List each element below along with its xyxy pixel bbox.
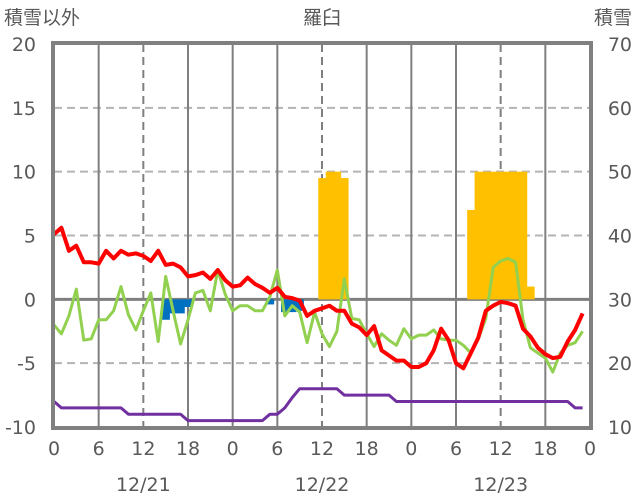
chart-title: 羅臼 (303, 7, 341, 29)
date-label: 12/21 (116, 474, 171, 496)
lines (52, 225, 585, 423)
x-tick: 6 (271, 438, 283, 460)
x-tick: 12 (131, 438, 155, 460)
yellow-bar (340, 178, 349, 300)
blue-bar (281, 299, 289, 313)
yellow-bar (467, 209, 476, 300)
x-tick: 18 (533, 438, 557, 460)
x-tick: 0 (227, 438, 239, 460)
purple-series-line (53, 387, 583, 423)
yellow-bar (511, 171, 520, 300)
yellow-bar (482, 171, 490, 300)
x-tick: 12 (489, 438, 513, 460)
y-tick-right: 20 (608, 353, 632, 375)
x-tick: 6 (93, 438, 105, 460)
yellow-bar (474, 171, 483, 300)
blue-bar (161, 299, 170, 320)
y-tick-right: 50 (608, 162, 632, 184)
y-tick-right: 70 (608, 34, 632, 56)
y-tick-left: 20 (12, 34, 36, 56)
green-series-line (52, 257, 584, 374)
x-tick: 6 (450, 438, 462, 460)
x-tick: 12 (310, 438, 334, 460)
right-axis-title: 積雪 (594, 7, 632, 29)
bars (161, 171, 535, 320)
yellow-bar (489, 171, 498, 300)
y-tick-left: -10 (5, 417, 36, 439)
y-tick-left: 5 (24, 226, 36, 248)
x-tick: 18 (176, 438, 200, 460)
y-tick-left: 15 (12, 98, 36, 120)
date-label: 12/23 (473, 474, 528, 496)
left-axis-title: 積雪以外 (4, 7, 80, 29)
yellow-bar (333, 171, 342, 300)
y-tick-left: 0 (24, 289, 36, 311)
y-tick-right: 10 (608, 417, 632, 439)
red-series-line (52, 225, 585, 371)
date-label: 12/22 (295, 474, 350, 496)
y-tick-left: 10 (12, 162, 36, 184)
plot-border (51, 41, 593, 430)
blue-bar (184, 299, 193, 307)
yellow-bar (526, 286, 535, 300)
yellow-bar (504, 171, 513, 300)
x-tick: 0 (405, 438, 417, 460)
y-tick-right: 40 (608, 226, 632, 248)
x-tick: 18 (355, 438, 379, 460)
x-tick: 0 (584, 438, 596, 460)
yellow-bar (318, 178, 327, 300)
y-tick-right: 30 (608, 289, 632, 311)
y-tick-left: -5 (17, 353, 36, 375)
yellow-bar (496, 171, 505, 300)
yellow-bar (519, 171, 528, 300)
yellow-bar (325, 171, 334, 300)
blue-bar (176, 299, 185, 314)
x-tick: 0 (48, 438, 60, 460)
y-tick-right: 60 (608, 98, 632, 120)
blue-bar (266, 299, 275, 305)
plot-frame (51, 41, 593, 430)
